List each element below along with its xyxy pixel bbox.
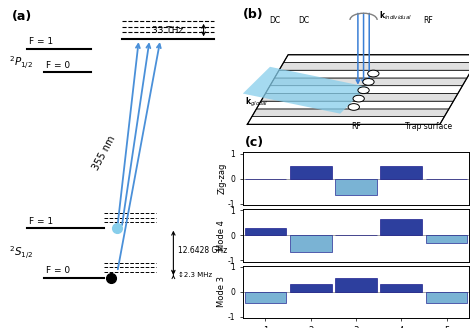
Bar (426, 235, 467, 243)
Text: Trap surface: Trap surface (405, 122, 452, 131)
Polygon shape (274, 70, 472, 78)
Y-axis label: Mode 3: Mode 3 (217, 277, 226, 307)
Bar (381, 166, 422, 179)
Text: DC: DC (299, 16, 310, 25)
Bar (381, 219, 422, 235)
Text: (a): (a) (12, 10, 32, 23)
Bar (245, 228, 286, 235)
Text: F = 1: F = 1 (29, 37, 53, 47)
Text: (c): (c) (245, 136, 264, 149)
Bar (426, 292, 467, 303)
Polygon shape (270, 78, 467, 86)
Text: F = 1: F = 1 (29, 216, 53, 226)
Bar (245, 292, 286, 303)
Text: RF: RF (351, 122, 361, 131)
Y-axis label: Mode 4: Mode 4 (217, 220, 226, 251)
Text: 33 THz: 33 THz (152, 26, 183, 35)
Y-axis label: Zig-zag: Zig-zag (217, 163, 226, 194)
Polygon shape (283, 55, 474, 63)
Text: $\mathbf{k}_{individual}$: $\mathbf{k}_{individual}$ (379, 10, 412, 22)
Polygon shape (261, 93, 458, 101)
Circle shape (363, 78, 374, 85)
Text: F = 0: F = 0 (46, 61, 70, 70)
Polygon shape (256, 101, 454, 109)
Circle shape (368, 70, 379, 77)
Text: 12.6428 GHz: 12.6428 GHz (178, 246, 227, 255)
Polygon shape (247, 117, 444, 124)
Polygon shape (243, 67, 367, 114)
Circle shape (348, 104, 359, 110)
Text: ↕2.3 MHz: ↕2.3 MHz (178, 272, 212, 278)
Polygon shape (252, 109, 449, 117)
Bar (335, 179, 377, 195)
Text: RF: RF (424, 16, 433, 25)
Circle shape (353, 95, 365, 102)
Text: $\mathbf{k}_{global}$: $\mathbf{k}_{global}$ (245, 96, 268, 110)
Bar (381, 284, 422, 292)
Text: $^2P_{1/2}$: $^2P_{1/2}$ (9, 54, 33, 71)
Bar (290, 284, 332, 292)
Text: 355 nm: 355 nm (91, 134, 118, 172)
Text: DC: DC (269, 16, 280, 25)
Bar (335, 278, 377, 292)
Text: F = 0: F = 0 (46, 266, 70, 276)
Bar (290, 166, 332, 179)
Polygon shape (279, 63, 474, 70)
Circle shape (358, 87, 369, 93)
Text: (b): (b) (243, 8, 264, 21)
Text: $^2S_{1/2}$: $^2S_{1/2}$ (9, 244, 34, 261)
Polygon shape (265, 86, 463, 93)
Bar (290, 235, 332, 252)
